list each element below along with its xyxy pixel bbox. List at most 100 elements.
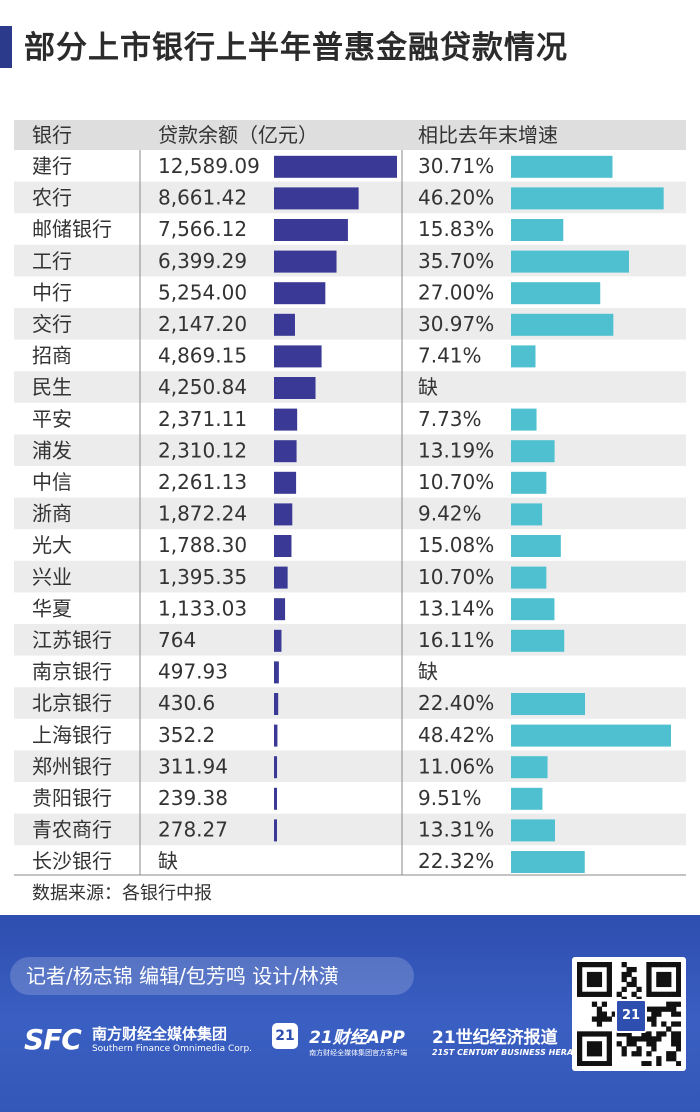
growth-label: 30.71% <box>418 154 494 178</box>
growth-bar <box>511 851 585 873</box>
growth-label: 13.19% <box>418 438 494 462</box>
growth-bar <box>511 187 664 210</box>
qr-badge-icon: 21 <box>615 999 647 1033</box>
bank-name: 建行 <box>32 154 72 178</box>
bank-name: 招商 <box>32 344 72 368</box>
bank-name: 交行 <box>32 312 72 336</box>
balance-bar <box>274 756 278 779</box>
balance-label: 6,399.29 <box>158 249 247 273</box>
balance-bar <box>274 598 286 621</box>
growth-bar <box>511 629 565 652</box>
growth-bar <box>511 693 586 715</box>
balance-label: 764 <box>158 628 196 652</box>
header-bank: 银行 <box>32 123 72 147</box>
balance-label: 8,661.42 <box>158 186 247 210</box>
qr-code-icon <box>577 962 681 1066</box>
balance-bar <box>274 440 297 463</box>
growth-label: 15.83% <box>418 217 494 241</box>
balance-label: 1,133.03 <box>158 596 247 620</box>
growth-bar <box>511 408 537 431</box>
balance-bar <box>274 250 337 273</box>
source-note: 数据来源：各银行中报 <box>32 883 212 904</box>
bank-name: 光大 <box>32 533 72 557</box>
growth-label: 缺 <box>418 660 438 684</box>
balance-label: 缺 <box>158 849 178 873</box>
growth-bar <box>511 503 543 526</box>
bank-name: 中行 <box>32 280 72 304</box>
row-stripe <box>14 687 686 719</box>
growth-bar <box>511 787 543 810</box>
sfc-logo[interactable]: SFC 南方财经全媒体集团 Southern Finance Omnimedia… <box>24 1023 252 1056</box>
balance-label: 497.93 <box>158 660 228 684</box>
balance-bar <box>274 282 326 305</box>
growth-label: 30.97% <box>418 312 494 336</box>
balance-label: 4,250.84 <box>158 375 247 399</box>
table-row: 贵阳银行 239.38 9.51% <box>32 786 543 810</box>
balance-bar <box>274 187 359 210</box>
growth-bar <box>511 282 601 305</box>
sfc-name-cn: 南方财经全媒体集团 <box>91 1025 227 1043</box>
balance-label: 2,371.11 <box>158 407 247 431</box>
app-logo[interactable]: 21 21财经APP 南方财经全媒体集团官方客户端 <box>272 1023 407 1058</box>
sfc-logo-texts: 南方财经全媒体集团 Southern Finance Omnimedia Cor… <box>92 1023 252 1054</box>
herald-name-cn: 21世纪经济报道 <box>432 1028 558 1048</box>
bank-name: 中信 <box>32 470 72 494</box>
herald-logo[interactable]: 21世纪经济报道 21ST CENTURY BUSINESS HERALD <box>432 1023 585 1057</box>
row-stripe <box>14 371 686 403</box>
growth-label: 9.51% <box>418 786 482 810</box>
app-subtitle: 南方财经全媒体集团官方客户端 <box>309 1049 408 1057</box>
bank-name: 上海银行 <box>32 723 112 747</box>
bank-name: 邮储银行 <box>32 217 112 241</box>
page-title: 部分上市银行上半年普惠金融贷款情况 <box>24 30 568 66</box>
table-header-bg <box>14 120 686 150</box>
growth-label: 7.73% <box>418 407 482 431</box>
bank-name: 民生 <box>32 375 72 399</box>
table-panel: 银行 贷款余额（亿元） 相比去年末增速 建行 12,589.09 30.71% 农行 8… <box>14 92 686 910</box>
table-row: 平安 2,371.11 7.73% <box>32 407 537 431</box>
bank-name: 平安 <box>32 407 72 431</box>
balance-label: 1,872.24 <box>158 502 247 526</box>
growth-bar <box>511 155 613 178</box>
balance-label: 2,310.12 <box>158 438 247 462</box>
table-row: 中信 2,261.13 10.70% <box>32 470 547 494</box>
balance-bar <box>274 566 288 589</box>
growth-bar <box>511 440 555 463</box>
table-row: 建行 12,589.09 30.71% <box>32 154 613 178</box>
growth-label: 46.20% <box>418 186 494 210</box>
app-logo-texts: 21财经APP 南方财经全媒体集团官方客户端 <box>309 1023 407 1058</box>
table-row: 兴业 1,395.35 10.70% <box>14 560 686 593</box>
balance-label: 5,254.00 <box>158 280 247 304</box>
growth-label: 15.08% <box>418 533 494 557</box>
growth-bar <box>511 345 536 368</box>
footer: 记者/杨志锦 编辑/包芳鸣 设计/林潢 SFC 南方财经全媒体集团 Southe… <box>0 915 700 1112</box>
bank-name: 南京银行 <box>32 660 112 684</box>
growth-label: 22.32% <box>418 849 494 873</box>
balance-bar <box>274 503 293 526</box>
balance-label: 12,589.09 <box>158 154 260 178</box>
table-row: 江苏银行 764 16.11% <box>14 624 686 656</box>
header-growth: 相比去年末增速 <box>418 123 558 147</box>
growth-bar <box>511 724 671 747</box>
balance-bar <box>274 313 295 336</box>
balance-bar <box>274 377 316 399</box>
balance-bar <box>274 693 279 715</box>
table-row: 工行 6,399.29 35.70% <box>14 244 686 277</box>
qr-code[interactable]: 21 <box>572 957 686 1071</box>
growth-bar <box>511 598 555 621</box>
table-row: 长沙银行 缺 22.32% <box>32 849 585 873</box>
table-row: 农行 8,661.42 46.20% <box>14 181 686 214</box>
growth-label: 10.70% <box>418 565 494 589</box>
header: 部分上市银行上半年普惠金融贷款情况 <box>0 0 700 90</box>
herald-name-en: 21ST CENTURY BUSINESS HERALD <box>432 1048 585 1057</box>
row-stripe <box>14 813 686 846</box>
sfc-name-en: Southern Finance Omnimedia Corp. <box>91 1044 253 1054</box>
growth-bar <box>511 471 547 494</box>
row-stripe <box>14 560 686 593</box>
balance-label: 2,261.13 <box>158 470 247 494</box>
balance-label: 352.2 <box>158 723 215 747</box>
row-stripe <box>14 497 686 530</box>
balance-bar <box>274 535 292 557</box>
bank-name: 浙商 <box>32 502 72 526</box>
table-rows: 建行 12,589.09 30.71% 农行 8,661.42 46.20% 邮储银行 7,5… <box>14 154 686 873</box>
app-name: 21财经APP <box>309 1028 405 1048</box>
